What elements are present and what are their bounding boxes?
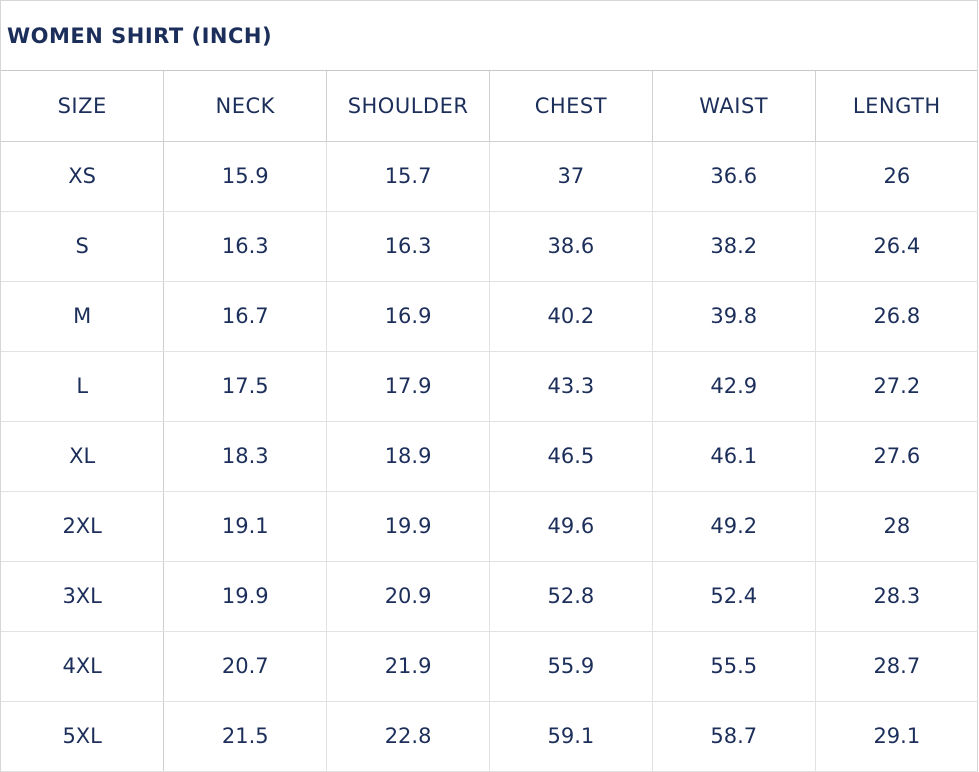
table-row: L 17.5 17.9 43.3 42.9 27.2 xyxy=(1,350,978,422)
cell-neck: 15.9 xyxy=(163,140,328,212)
cell-size: 4XL xyxy=(1,630,165,702)
header-row: SIZE NECK SHOULDER CHEST WAIST LENGTH xyxy=(1,71,978,142)
cell-waist: 58.7 xyxy=(651,700,816,772)
cell-neck: 20.7 xyxy=(163,630,328,702)
header-size: SIZE xyxy=(1,71,165,142)
table-row: 3XL 19.9 20.9 52.8 52.4 28.3 xyxy=(1,560,978,632)
cell-length: 27.2 xyxy=(814,350,978,422)
cell-length: 28.3 xyxy=(814,560,978,632)
header-waist: WAIST xyxy=(651,71,816,142)
cell-waist: 46.1 xyxy=(651,420,816,492)
table-row: 5XL 21.5 22.8 59.1 58.7 29.1 xyxy=(1,700,978,772)
cell-chest: 46.5 xyxy=(488,420,653,492)
header-neck: NECK xyxy=(163,71,328,142)
cell-chest: 43.3 xyxy=(488,350,653,422)
cell-waist: 36.6 xyxy=(651,140,816,212)
cell-length: 26 xyxy=(814,140,978,212)
cell-length: 28.7 xyxy=(814,630,978,702)
cell-size: S xyxy=(1,210,165,282)
cell-chest: 59.1 xyxy=(488,700,653,772)
cell-chest: 55.9 xyxy=(488,630,653,702)
table-row: XL 18.3 18.9 46.5 46.1 27.6 xyxy=(1,420,978,492)
cell-chest: 38.6 xyxy=(488,210,653,282)
cell-size: L xyxy=(1,350,165,422)
cell-waist: 55.5 xyxy=(651,630,816,702)
cell-shoulder: 17.9 xyxy=(326,350,490,422)
cell-neck: 16.7 xyxy=(163,280,328,352)
cell-length: 29.1 xyxy=(814,700,978,772)
cell-neck: 19.1 xyxy=(163,490,328,562)
cell-neck: 17.5 xyxy=(163,350,328,422)
cell-size: XL xyxy=(1,420,165,492)
cell-waist: 38.2 xyxy=(651,210,816,282)
cell-length: 26.4 xyxy=(814,210,978,282)
cell-neck: 21.5 xyxy=(163,700,328,772)
header-shoulder: SHOULDER xyxy=(326,71,490,142)
cell-shoulder: 20.9 xyxy=(326,560,490,632)
cell-length: 27.6 xyxy=(814,420,978,492)
cell-neck: 16.3 xyxy=(163,210,328,282)
table-row: 2XL 19.1 19.9 49.6 49.2 28 xyxy=(1,490,978,562)
cell-waist: 52.4 xyxy=(651,560,816,632)
cell-neck: 19.9 xyxy=(163,560,328,632)
table-row: S 16.3 16.3 38.6 38.2 26.4 xyxy=(1,210,978,282)
cell-neck: 18.3 xyxy=(163,420,328,492)
cell-shoulder: 21.9 xyxy=(326,630,490,702)
table-row: XS 15.9 15.7 37 36.6 26 xyxy=(1,140,978,212)
cell-chest: 52.8 xyxy=(488,560,653,632)
cell-shoulder: 18.9 xyxy=(326,420,490,492)
table-row: M 16.7 16.9 40.2 39.8 26.8 xyxy=(1,280,978,352)
cell-shoulder: 16.9 xyxy=(326,280,490,352)
cell-waist: 39.8 xyxy=(651,280,816,352)
cell-chest: 37 xyxy=(488,140,653,212)
header-length: LENGTH xyxy=(814,71,978,142)
cell-waist: 42.9 xyxy=(651,350,816,422)
chart-title: WOMEN SHIRT (INCH) xyxy=(1,1,977,71)
cell-size: M xyxy=(1,280,165,352)
cell-shoulder: 19.9 xyxy=(326,490,490,562)
cell-size: 2XL xyxy=(1,490,165,562)
cell-chest: 49.6 xyxy=(488,490,653,562)
table-row: 4XL 20.7 21.9 55.9 55.5 28.7 xyxy=(1,630,978,702)
cell-size: 3XL xyxy=(1,560,165,632)
cell-shoulder: 22.8 xyxy=(326,700,490,772)
cell-length: 28 xyxy=(814,490,978,562)
size-table: SIZE NECK SHOULDER CHEST WAIST LENGTH XS… xyxy=(1,71,978,772)
cell-length: 26.8 xyxy=(814,280,978,352)
header-chest: CHEST xyxy=(488,71,653,142)
cell-shoulder: 15.7 xyxy=(326,140,490,212)
cell-size: 5XL xyxy=(1,700,165,772)
cell-chest: 40.2 xyxy=(488,280,653,352)
cell-size: XS xyxy=(1,140,165,212)
cell-waist: 49.2 xyxy=(651,490,816,562)
cell-shoulder: 16.3 xyxy=(326,210,490,282)
